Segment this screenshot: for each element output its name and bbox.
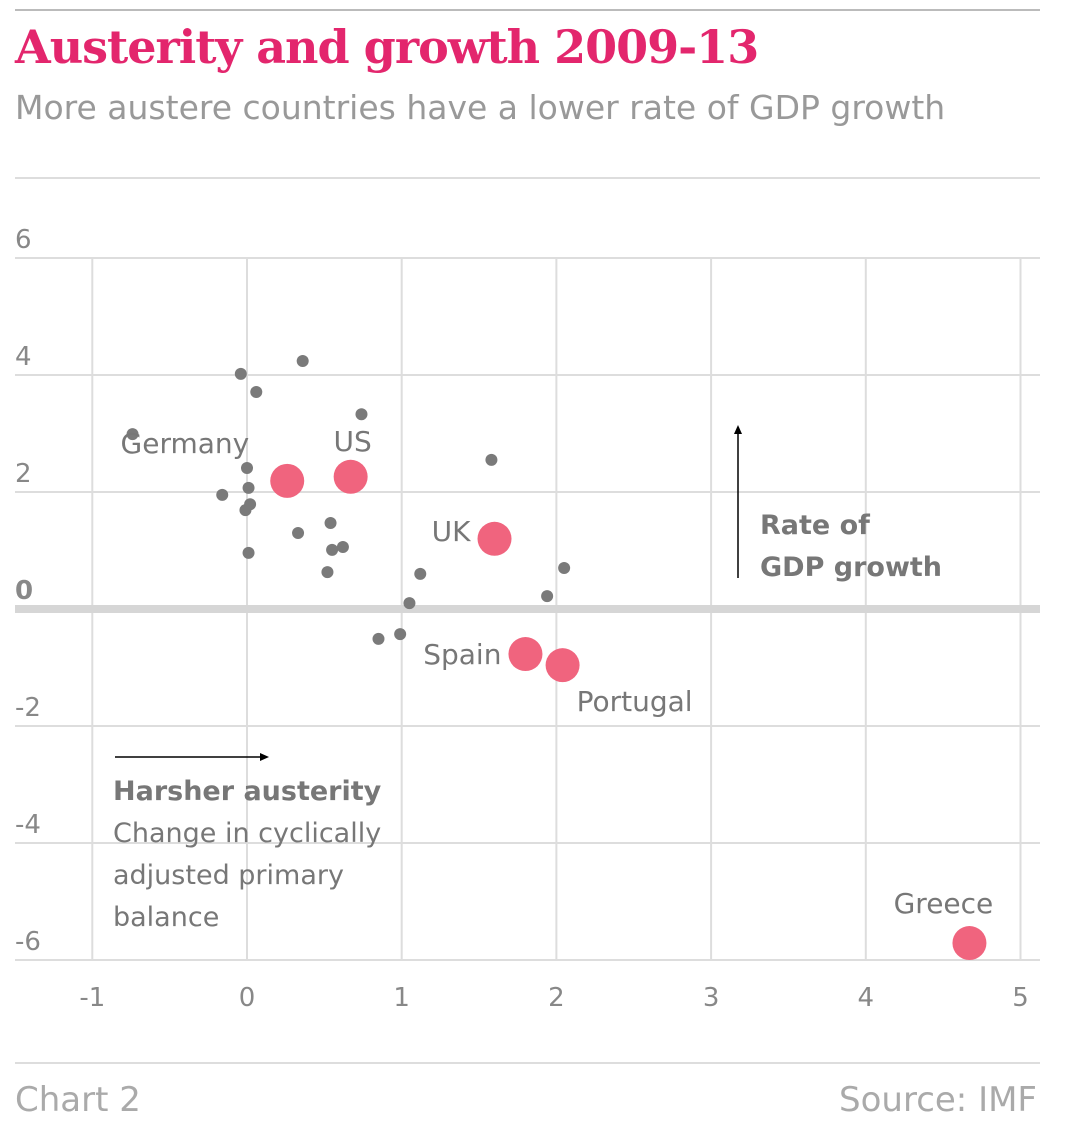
x-annotation-line: adjusted primary: [113, 860, 344, 891]
data-point: [403, 597, 416, 610]
y-tick-label: -2: [15, 693, 41, 723]
data-point: [414, 567, 427, 580]
data-point: [239, 504, 252, 517]
highlighted-point: [477, 521, 512, 556]
chart-subtitle: More austere countries have a lower rate…: [15, 88, 946, 127]
x-tick-label: 3: [703, 983, 720, 1013]
chart-title: Austerity and growth 2009-13: [15, 20, 759, 74]
y-arrowhead-icon: [734, 425, 742, 434]
highlighted-point: [952, 926, 987, 961]
highlighted-point: [333, 459, 368, 494]
data-point: [324, 517, 337, 530]
data-point: [336, 540, 349, 553]
y-tick-label: 0: [15, 576, 33, 606]
y-annotation-line: GDP growth: [760, 552, 942, 583]
header-rule: [15, 177, 1040, 179]
y-tick-label: 6: [15, 225, 32, 255]
data-point: [250, 385, 263, 398]
country-label: Portugal: [577, 685, 693, 718]
highlighted-point: [508, 637, 543, 672]
data-point: [372, 632, 385, 645]
data-point: [394, 628, 407, 641]
data-point: [296, 354, 309, 367]
country-label: Greece: [894, 887, 994, 920]
country-label: Germany: [121, 427, 250, 460]
x-tick-label: 0: [239, 983, 256, 1013]
data-point: [242, 481, 255, 494]
data-point: [355, 408, 368, 421]
country-label: US: [334, 425, 372, 458]
data-point: [558, 562, 571, 575]
footer-rule: [15, 1062, 1040, 1064]
x-annotation-line: balance: [113, 902, 219, 933]
data-point: [541, 590, 554, 603]
x-tick-label: 5: [1012, 983, 1029, 1013]
x-tick-label: 1: [393, 983, 410, 1013]
data-point: [241, 462, 253, 475]
data-point: [234, 367, 247, 380]
country-label: Spain: [423, 638, 501, 671]
x-tick-label: 2: [548, 983, 565, 1013]
y-tick-label: 4: [15, 342, 32, 372]
y-tick-label: -6: [15, 927, 41, 957]
data-point: [216, 488, 229, 501]
data-point: [126, 428, 139, 441]
x-arrowhead-icon: [260, 753, 269, 761]
y-annotation-line: Rate of: [760, 510, 870, 541]
data-point: [321, 566, 334, 579]
x-tick-label: 4: [858, 983, 875, 1013]
source-note: Source: IMF: [839, 1080, 1037, 1120]
top-rule: [15, 9, 1040, 11]
data-point: [242, 546, 255, 559]
y-tick-label: -4: [15, 810, 41, 840]
highlighted-point: [545, 648, 580, 683]
data-point: [485, 453, 498, 466]
y-tick-label: 2: [15, 459, 32, 489]
country-label: UK: [432, 515, 471, 548]
x-annotation-heading: Harsher austerity: [113, 776, 382, 807]
x-annotation-line: Change in cyclically: [113, 818, 381, 849]
highlighted-point: [270, 463, 305, 498]
data-point: [292, 526, 305, 539]
data-point: [326, 543, 339, 556]
chart-number: Chart 2: [15, 1080, 141, 1120]
x-tick-label: -1: [79, 983, 105, 1013]
